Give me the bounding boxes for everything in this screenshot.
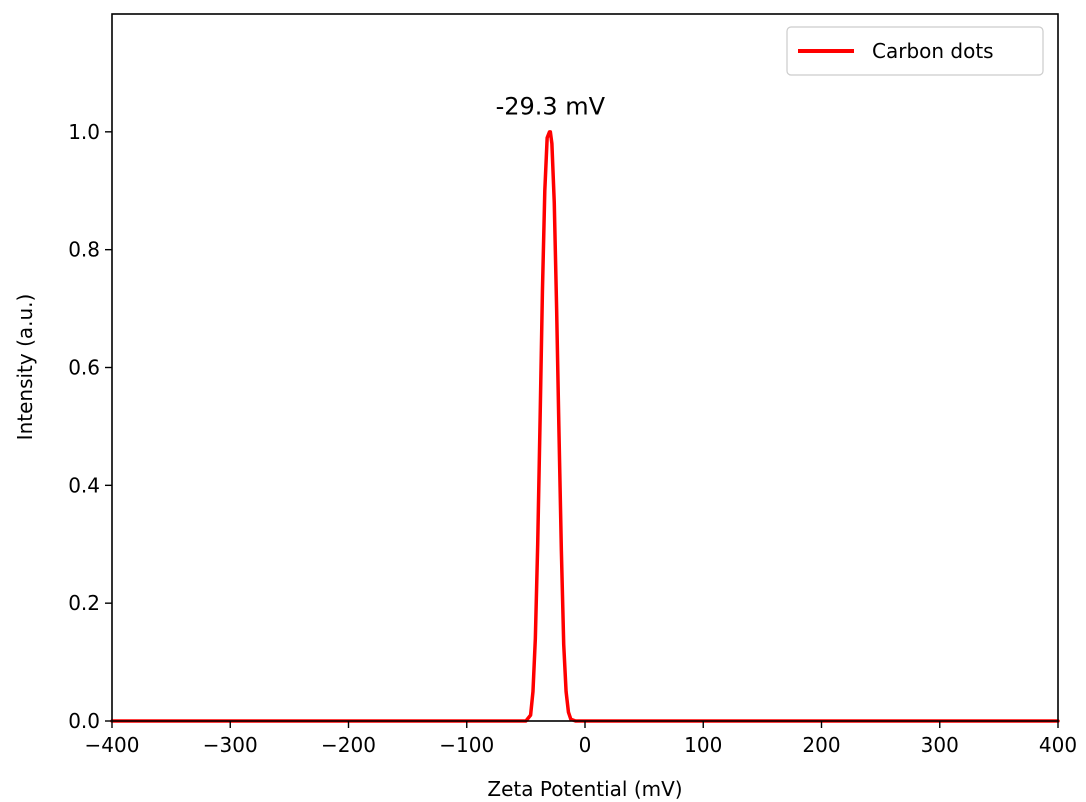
x-tick-label: 300 [921, 733, 959, 757]
legend-label-carbon-dots: Carbon dots [872, 39, 994, 63]
x-tick-label: 200 [802, 733, 840, 757]
y-tick-label: 0.8 [68, 238, 100, 262]
y-tick-label: 0.6 [68, 356, 100, 380]
y-axis-label: Intensity (a.u.) [13, 294, 37, 441]
x-axis-label: Zeta Potential (mV) [487, 777, 682, 801]
y-tick-label: 0.0 [68, 709, 100, 733]
x-tick-label: 100 [684, 733, 722, 757]
x-tick-label: −400 [85, 733, 140, 757]
x-tick-label: −100 [439, 733, 494, 757]
x-tick-label: −200 [321, 733, 376, 757]
y-tick-label: 0.4 [68, 473, 100, 497]
y-tick-label: 1.0 [68, 120, 100, 144]
legend: Carbon dots [786, 26, 1044, 76]
ticks-layer: −400 −300 −200 −100 0 100 200 300 400 0.0 0.2 0.4 0.… [68, 120, 1077, 757]
x-tick-label: 0 [579, 733, 592, 757]
legend-box [786, 26, 1044, 76]
plot-background [112, 14, 1058, 721]
y-tick-label: 0.2 [68, 591, 100, 615]
x-tick-label: 400 [1039, 733, 1077, 757]
series-layer [110, 130, 1060, 723]
annotation-peak-label: -29.3 mV [496, 92, 606, 120]
series-line-carbon-dots [110, 130, 1060, 723]
x-tick-label: −300 [203, 733, 258, 757]
